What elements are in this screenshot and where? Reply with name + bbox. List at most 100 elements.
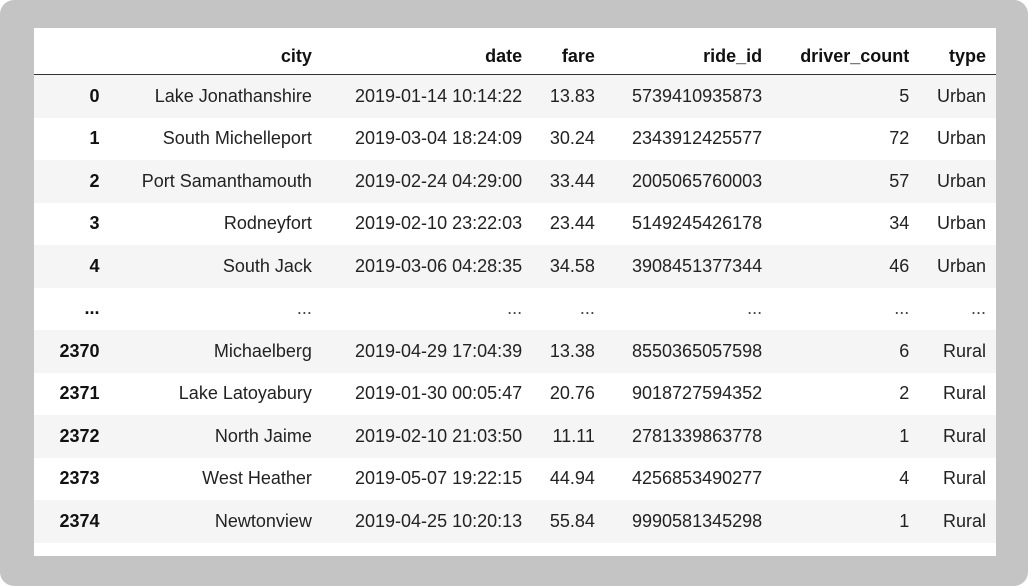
- header-index: [34, 38, 110, 75]
- cell-date: 2019-01-14 10:14:22: [355, 85, 523, 106]
- cell-driver-count: 46: [889, 255, 910, 276]
- cell-type: Rural: [942, 510, 986, 531]
- cell-type: Urban: [936, 170, 986, 191]
- cell-ride-id: 9990581345298: [632, 510, 763, 531]
- cell-city: Lake Latoyabury: [178, 383, 312, 404]
- row-index: 2372: [59, 425, 100, 446]
- row-index: 0: [89, 85, 100, 106]
- cell-driver-count: 4: [899, 468, 910, 489]
- cell-fare: 34.58: [549, 255, 595, 276]
- cell-ride-id: 3908451377344: [632, 255, 763, 276]
- cell-city: North Jaime: [214, 425, 312, 446]
- cell-fare: 23.44: [549, 213, 595, 234]
- row-index: 2374: [59, 510, 100, 531]
- cell-driver-count: 57: [889, 170, 910, 191]
- cell-type: Urban: [936, 213, 986, 234]
- table-row: 0 Lake Jonathanshire 2019-01-14 10:14:22…: [34, 74, 996, 118]
- row-index: 3: [89, 213, 100, 234]
- cell-date: 2019-02-24 04:29:00: [355, 170, 523, 191]
- row-index: 4: [89, 255, 100, 276]
- cell-city: South Jack: [222, 255, 312, 276]
- cell-date: 2019-02-10 23:22:03: [355, 213, 523, 234]
- header-type: type: [919, 38, 996, 75]
- table-row: 2372 North Jaime 2019-02-10 21:03:50 11.…: [34, 415, 996, 458]
- row-index: 2371: [59, 383, 100, 404]
- cell-date: 2019-02-10 21:03:50: [355, 425, 523, 446]
- cell-city: ...: [296, 298, 312, 319]
- header-row: city date fare ride_id driver_count type: [34, 38, 996, 75]
- cell-driver-count: 5: [899, 85, 910, 106]
- cell-city: South Michelleport: [162, 128, 312, 149]
- cell-city: Michaelberg: [213, 340, 312, 361]
- cell-fare: 20.76: [549, 383, 595, 404]
- cell-type: Rural: [942, 425, 986, 446]
- cell-type: Rural: [942, 340, 986, 361]
- cell-fare: 55.84: [549, 510, 595, 531]
- cell-fare: 30.24: [549, 128, 595, 149]
- table-header: city date fare ride_id driver_count type: [34, 38, 996, 75]
- table-row: 2374 Newtonview 2019-04-25 10:20:13 55.8…: [34, 500, 996, 543]
- dataframe-table: city date fare ride_id driver_count type…: [34, 38, 996, 543]
- table-row: 2371 Lake Latoyabury 2019-01-30 00:05:47…: [34, 372, 996, 415]
- cell-date: 2019-01-30 00:05:47: [355, 383, 523, 404]
- cell-type: ...: [970, 298, 986, 319]
- cell-date: 2019-03-04 18:24:09: [355, 128, 523, 149]
- row-index: 1: [89, 128, 100, 149]
- cell-type: Urban: [936, 128, 986, 149]
- cell-type: Rural: [942, 468, 986, 489]
- cell-city: Lake Jonathanshire: [154, 85, 312, 106]
- cell-driver-count: 1: [899, 425, 910, 446]
- cell-driver-count: 72: [889, 128, 910, 149]
- cell-ride-id: 8550365057598: [632, 340, 763, 361]
- table-row: 2 Port Samanthamouth 2019-02-24 04:29:00…: [34, 160, 996, 203]
- header-city: city: [109, 38, 322, 75]
- table-row-ellipsis: ... ... ... ... ... ... ...: [34, 287, 996, 330]
- table-row: 2373 West Heather 2019-05-07 19:22:15 44…: [34, 457, 996, 500]
- cell-date: 2019-04-25 10:20:13: [355, 510, 523, 531]
- header-date: date: [321, 38, 533, 75]
- table-row: 1 South Michelleport 2019-03-04 18:24:09…: [34, 117, 996, 160]
- table-row: 3 Rodneyfort 2019-02-10 23:22:03 23.44 5…: [34, 202, 996, 245]
- cell-driver-count: ...: [894, 298, 910, 319]
- cell-date: 2019-04-29 17:04:39: [355, 340, 523, 361]
- cell-city: West Heather: [202, 468, 312, 489]
- cell-ride-id: 5739410935873: [632, 85, 763, 106]
- dataframe-output: city date fare ride_id driver_count type…: [34, 28, 996, 556]
- header-driver-count: driver_count: [772, 38, 920, 75]
- cell-ride-id: ...: [747, 298, 763, 319]
- row-index: ...: [84, 298, 100, 319]
- cell-city: Newtonview: [214, 510, 312, 531]
- cell-city: Port Samanthamouth: [141, 170, 312, 191]
- cell-driver-count: 2: [899, 383, 910, 404]
- cell-type: Urban: [936, 85, 986, 106]
- cell-fare: 33.44: [549, 170, 595, 191]
- cell-ride-id: 2343912425577: [632, 128, 763, 149]
- cell-date: 2019-05-07 19:22:15: [355, 468, 523, 489]
- table-body: 0 Lake Jonathanshire 2019-01-14 10:14:22…: [34, 74, 996, 543]
- cell-ride-id: 9018727594352: [632, 383, 763, 404]
- table-row: 2370 Michaelberg 2019-04-29 17:04:39 13.…: [34, 330, 996, 373]
- cell-type: Rural: [942, 383, 986, 404]
- cell-date: 2019-03-06 04:28:35: [355, 255, 523, 276]
- cell-fare: ...: [579, 298, 595, 319]
- cell-ride-id: 2005065760003: [632, 170, 763, 191]
- cell-fare: 13.83: [549, 85, 595, 106]
- table-row: 4 South Jack 2019-03-06 04:28:35 34.58 3…: [34, 245, 996, 288]
- cell-ride-id: 4256853490277: [632, 468, 763, 489]
- cell-driver-count: 1: [899, 510, 910, 531]
- cell-city: Rodneyfort: [223, 213, 312, 234]
- cell-driver-count: 6: [899, 340, 910, 361]
- cell-type: Urban: [936, 255, 986, 276]
- cell-fare: 11.11: [552, 425, 595, 446]
- cell-ride-id: 5149245426178: [632, 213, 763, 234]
- cell-fare: 13.38: [549, 340, 595, 361]
- header-fare: fare: [532, 38, 605, 75]
- row-index: 2370: [59, 340, 100, 361]
- row-index: 2373: [59, 468, 100, 489]
- header-ride-id: ride_id: [604, 38, 773, 75]
- cell-date: ...: [507, 298, 523, 319]
- row-index: 2: [89, 170, 100, 191]
- cell-fare: 44.94: [549, 468, 595, 489]
- cell-ride-id: 2781339863778: [632, 425, 763, 446]
